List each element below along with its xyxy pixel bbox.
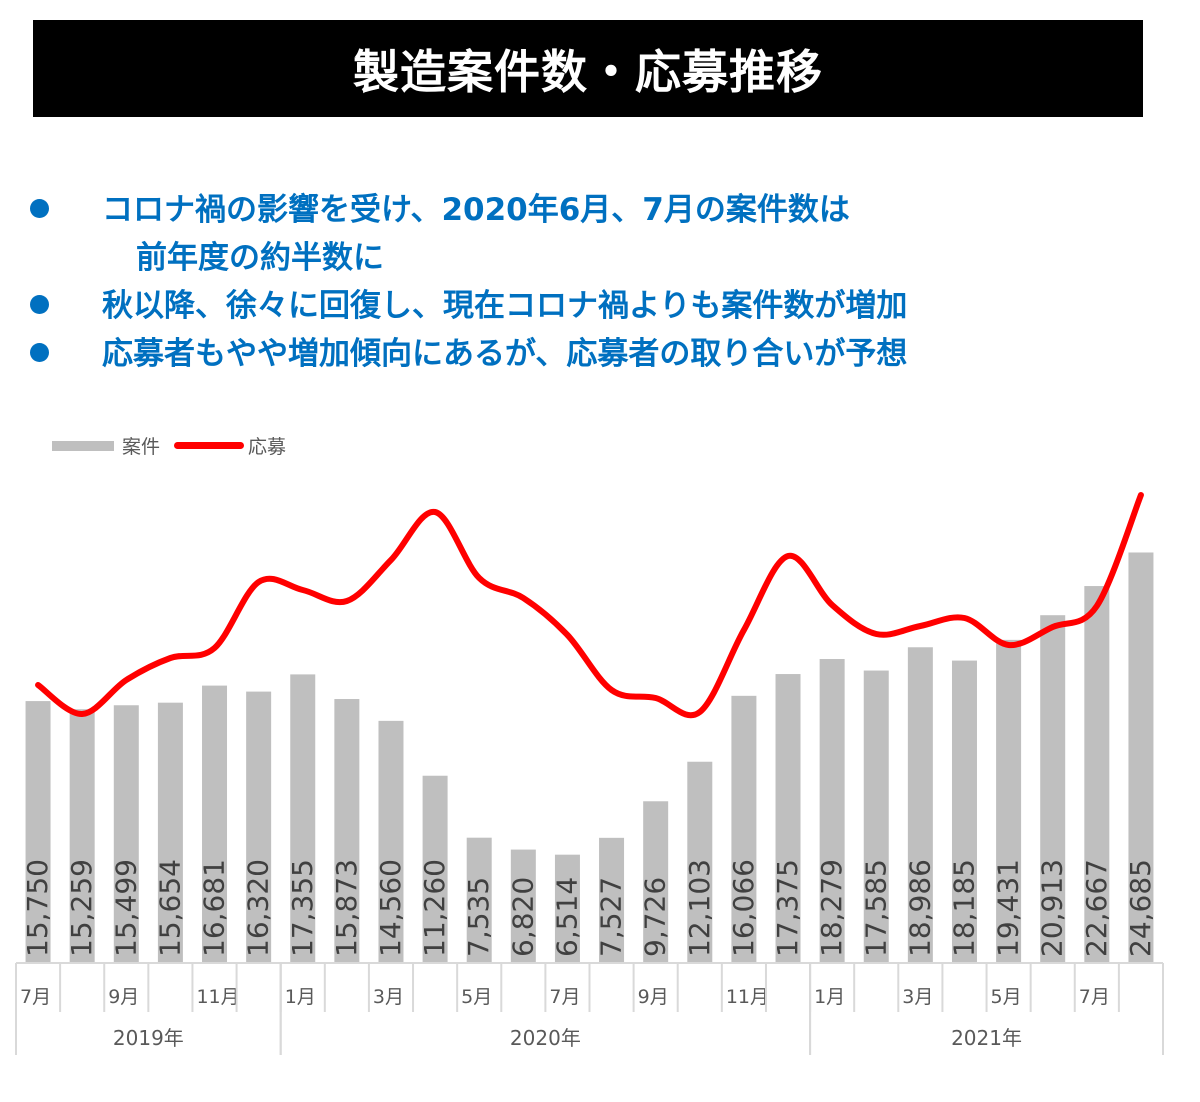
chart-legend: 案件 応募 xyxy=(52,432,286,459)
bar xyxy=(69,709,95,963)
bar-data-label: 17,375 xyxy=(771,859,804,957)
bar-data-label: 18,279 xyxy=(815,859,848,957)
bar-data-label: 24,685 xyxy=(1124,859,1157,957)
bar-data-label: 7,527 xyxy=(595,877,628,957)
month-tick-label: 9月 xyxy=(638,986,669,1008)
bullet-dot-icon xyxy=(30,343,49,362)
month-tick-label: 7月 xyxy=(1079,986,1110,1008)
bar-data-label: 20,913 xyxy=(1036,859,1069,957)
bar xyxy=(863,670,889,963)
page-title: 製造案件数・応募推移 xyxy=(353,44,823,99)
bar xyxy=(819,659,845,963)
application-line xyxy=(35,492,1144,719)
bar xyxy=(290,674,316,963)
bullet-text: コロナ禍の影響を受け、2020年6月、7月の案件数は xyxy=(102,192,850,228)
bar xyxy=(466,837,492,963)
bar-data-label: 22,667 xyxy=(1080,859,1113,957)
bullet-dot-icon xyxy=(30,199,49,218)
month-tick-label: 3月 xyxy=(373,986,404,1008)
bar xyxy=(246,691,272,963)
bar-series: 15,750 15,259 15,499 15,654 16,681 16,320 17,3… xyxy=(21,552,1157,963)
bar-data-label: 15,259 xyxy=(65,859,98,957)
month-tick-label: 7月 xyxy=(20,986,51,1008)
bar-data-label: 14,560 xyxy=(374,859,407,957)
bullet-text: 応募者もやや増加傾向にあるが、応募者の取り合いが予想 xyxy=(102,336,908,372)
month-tick-label: 7月 xyxy=(549,986,580,1008)
bar-data-label: 15,873 xyxy=(330,859,363,957)
bar-data-label: 16,066 xyxy=(727,859,760,957)
legend-label-applications: 応募 xyxy=(248,436,287,458)
bar-data-label: 7,535 xyxy=(462,877,495,957)
bar xyxy=(1040,615,1066,963)
legend-line-swatch-icon xyxy=(174,442,245,449)
year-group-label: 2019年 xyxy=(113,1026,184,1050)
bar xyxy=(157,702,183,963)
bar-data-label: 16,681 xyxy=(198,859,231,957)
bar xyxy=(25,701,51,963)
bar xyxy=(1084,586,1110,963)
bar-data-label: 18,986 xyxy=(903,859,936,957)
bar-data-label: 15,750 xyxy=(21,859,54,957)
bar-data-label: 16,320 xyxy=(242,859,275,957)
bar xyxy=(510,849,536,963)
bar xyxy=(202,685,228,963)
bar-data-label: 17,355 xyxy=(286,859,319,957)
bar-data-label: 15,499 xyxy=(109,859,142,957)
bullet-text: 秋以降、徐々に回復し、現在コロナ禍よりも案件数が増加 xyxy=(102,288,908,324)
bullet-dot-icon xyxy=(30,295,49,314)
bar xyxy=(599,837,625,963)
bar xyxy=(334,699,360,963)
bar-data-label: 6,820 xyxy=(506,877,539,957)
month-tick-label: 1月 xyxy=(814,986,845,1008)
bar xyxy=(687,761,713,963)
legend-bar-swatch-icon xyxy=(52,440,114,451)
title-bar: 製造案件数・応募推移 xyxy=(33,20,1143,117)
bar-data-label: 12,103 xyxy=(683,859,716,957)
bar xyxy=(951,660,977,963)
year-group-label: 2020年 xyxy=(510,1026,581,1050)
x-axis: 7月 9月 11月 1月 3月 5月 7月 9月 11月 1月 3月 5月 7月 2019年 2020年 20… xyxy=(15,962,1164,1055)
bar xyxy=(113,705,139,963)
bar xyxy=(378,720,404,963)
bar xyxy=(775,674,801,963)
bullet-text-continued: 前年度の約半数に xyxy=(136,240,384,276)
month-tick-label: 11月 xyxy=(726,986,769,1008)
bullet-item: コロナ禍の影響を受け、2020年6月、7月の案件数は 前年度の約半数に xyxy=(30,186,1150,282)
bar-data-label: 17,585 xyxy=(859,859,892,957)
month-tick-label: 5月 xyxy=(991,986,1022,1008)
bar xyxy=(554,854,580,963)
bullet-item: 秋以降、徐々に回復し、現在コロナ禍よりも案件数が増加 xyxy=(30,282,1150,330)
line-series xyxy=(35,492,1144,719)
legend-label-cases: 案件 xyxy=(122,436,161,458)
bullet-item: 応募者もやや増加傾向にあるが、応募者の取り合いが予想 xyxy=(30,330,1150,378)
bar xyxy=(907,647,933,963)
bar xyxy=(422,775,448,963)
bar xyxy=(643,801,669,963)
bar-data-label: 15,654 xyxy=(153,859,186,957)
bar-data-label: 18,185 xyxy=(947,859,980,957)
bar xyxy=(996,639,1022,963)
bar-data-label: 11,260 xyxy=(418,859,451,957)
year-group-label: 2021年 xyxy=(951,1026,1022,1050)
bar xyxy=(1128,552,1154,963)
bar-data-label: 9,726 xyxy=(639,877,672,957)
month-tick-label: 1月 xyxy=(285,986,316,1008)
month-tick-label: 3月 xyxy=(902,986,933,1008)
month-tick-label: 5月 xyxy=(461,986,492,1008)
month-tick-label: 11月 xyxy=(196,986,239,1008)
bullet-list: コロナ禍の影響を受け、2020年6月、7月の案件数は 前年度の約半数に 秋以降、… xyxy=(30,186,1150,378)
bar-data-label: 6,514 xyxy=(550,877,583,957)
month-tick-label: 9月 xyxy=(108,986,139,1008)
bar-data-label: 19,431 xyxy=(992,859,1025,957)
bar xyxy=(731,695,757,963)
